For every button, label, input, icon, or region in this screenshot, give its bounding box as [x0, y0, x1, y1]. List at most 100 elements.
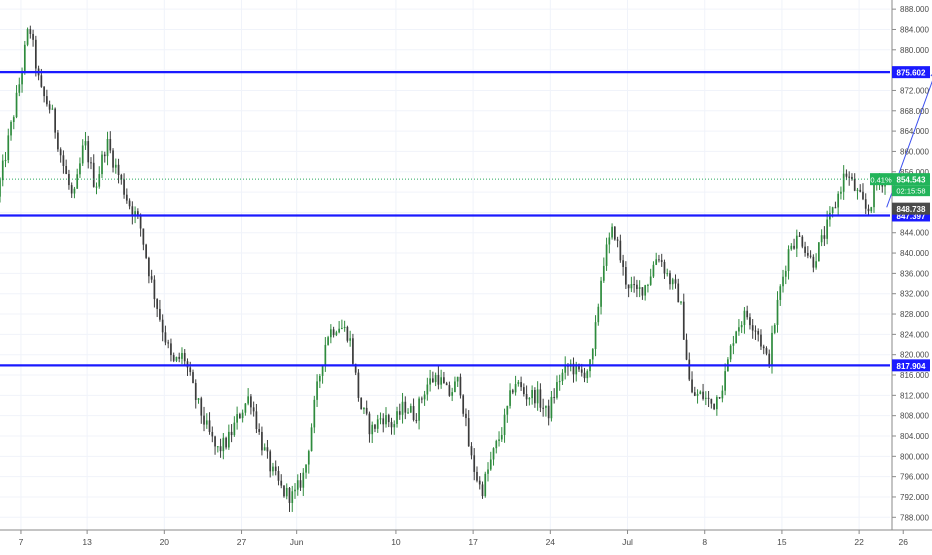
change-badge-bg: [870, 173, 892, 186]
candle-body: [313, 399, 316, 428]
candle-body: [682, 301, 685, 340]
y-tick-label: 816.000: [900, 371, 929, 380]
candle-body: [170, 343, 172, 356]
candle-body: [765, 348, 768, 354]
candle-body: [580, 369, 583, 373]
candle-body: [59, 149, 62, 156]
marker-price-label-bg: [892, 202, 930, 215]
x-tick-label: 17: [468, 537, 478, 547]
candle-body: [649, 276, 652, 285]
candle-body: [310, 427, 313, 452]
candle-body: [283, 485, 285, 497]
candle-body: [873, 184, 875, 208]
candle-body: [848, 176, 851, 178]
candle-body: [586, 371, 589, 379]
candle-body: [15, 92, 18, 118]
candle-body: [12, 117, 15, 123]
candle-body: [641, 287, 644, 296]
candle-body: [506, 405, 509, 415]
candle-body: [84, 141, 87, 146]
candle-body: [241, 412, 244, 419]
candle-body: [139, 214, 142, 229]
candle-body: [175, 356, 178, 361]
level-price-label: 817.904: [897, 362, 926, 371]
candle-body: [305, 464, 307, 473]
candle-body: [227, 431, 230, 448]
candle-body: [123, 179, 125, 195]
y-tick-label: 888.000: [900, 5, 929, 14]
candle-body: [95, 186, 98, 188]
candle-body: [98, 174, 101, 187]
candle-body: [65, 165, 68, 174]
x-tick-label: Jul: [622, 537, 633, 547]
candle-body: [387, 415, 390, 423]
candle-body: [622, 260, 624, 268]
y-tick-label: 792.000: [900, 493, 929, 502]
candle-body: [294, 489, 296, 492]
candle-body: [798, 235, 801, 237]
candle-body: [818, 242, 820, 262]
candle-body: [831, 207, 834, 213]
candle-body: [696, 393, 699, 396]
candle-body: [556, 382, 558, 398]
candle-body: [401, 401, 404, 415]
candle-body: [365, 407, 368, 414]
candle-body: [663, 261, 666, 274]
candle-body: [633, 284, 635, 286]
candle-body: [233, 422, 236, 436]
candle-body: [214, 436, 216, 447]
candle-body: [415, 419, 418, 421]
candle-body: [205, 420, 208, 425]
candle-body: [299, 480, 302, 488]
candle-body: [845, 173, 848, 177]
candle-body: [172, 355, 175, 361]
candle-body: [771, 332, 773, 366]
price-labels: 875.602 847.397 817.904 848.738 0.41% 854.543…: [870, 66, 930, 372]
candle-body: [368, 413, 371, 435]
candle-body: [715, 397, 718, 410]
candle-body: [757, 331, 760, 335]
x-tick-label: 8: [702, 537, 707, 547]
candle-body: [834, 207, 837, 209]
candle-body: [379, 418, 382, 420]
candle-body: [534, 390, 536, 404]
candle-body: [605, 244, 608, 266]
candle-body: [81, 145, 84, 164]
x-tick-label: Jun: [290, 537, 304, 547]
candle-body: [547, 405, 550, 419]
candle-body: [316, 381, 318, 400]
candle-body: [776, 299, 779, 325]
candle-body: [57, 132, 59, 150]
candle-body: [804, 246, 806, 253]
candle-body: [564, 364, 567, 373]
candle-body: [704, 397, 707, 399]
candle-body: [445, 383, 448, 386]
candle-body: [371, 424, 374, 435]
candle-body: [801, 236, 804, 247]
candle-body: [522, 387, 525, 395]
candle-body: [398, 411, 401, 415]
candle-body: [666, 273, 669, 275]
candle-body: [137, 211, 139, 215]
candle-body: [148, 257, 150, 277]
candle-body: [68, 173, 70, 186]
candle-body: [426, 384, 429, 395]
y-tick-label: 808.000: [900, 412, 929, 421]
candle-body: [735, 331, 738, 344]
candle-body: [211, 431, 214, 437]
level-price-label-bg: [892, 359, 930, 372]
candle-body: [318, 375, 321, 382]
candle-body: [51, 108, 54, 110]
candle-body: [729, 345, 732, 360]
candle-body: [393, 424, 396, 428]
horizontal-levels[interactable]: [0, 71, 890, 367]
candle-body: [338, 328, 340, 333]
level-price-label-bg: [892, 66, 930, 79]
candle-body: [550, 396, 553, 419]
candle-body: [266, 447, 269, 452]
candle-body: [545, 405, 547, 408]
candle-body: [404, 401, 407, 413]
x-tick-label: 7: [19, 537, 24, 547]
